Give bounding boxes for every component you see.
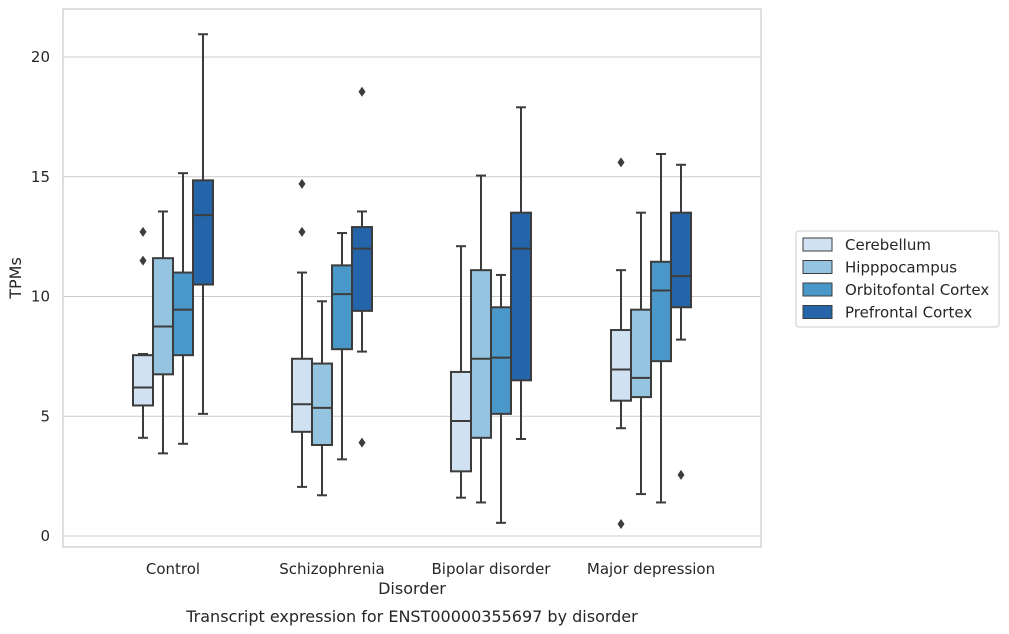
box-prefrontal-cortex	[670, 163, 692, 480]
legend: Cerebellum Hipppocampus Orbitofontal Corte…	[795, 230, 1000, 328]
y-tick-label: 5	[40, 407, 50, 425]
outlier-point	[358, 86, 366, 97]
x-tick-label: Major depression	[587, 560, 715, 578]
box-iqr	[172, 271, 194, 357]
box-prefrontal-cortex	[510, 106, 532, 441]
y-tick-label: 0	[40, 527, 50, 545]
x-tick-label: Bipolar disorder	[432, 560, 552, 578]
box-hipppocampus	[311, 300, 333, 497]
x-axis-label: Disorder	[378, 579, 446, 598]
box-iqr	[152, 257, 174, 376]
legend-label: Orbitofontal Cortex	[845, 281, 989, 299]
outlier-point	[617, 519, 625, 530]
legend-label: Cerebellum	[845, 236, 931, 254]
legend-label: Hipppocampus	[845, 259, 957, 277]
outlier-point	[617, 157, 625, 168]
y-tick-label: 15	[31, 168, 50, 186]
box-iqr	[470, 269, 492, 439]
box-cerebellum	[132, 226, 154, 439]
box-orbitofontal-cortex	[331, 232, 353, 461]
box-hipppocampus	[470, 174, 492, 504]
box-iqr	[192, 179, 214, 286]
legend-swatch	[802, 305, 833, 319]
box-iqr	[510, 211, 532, 382]
box-iqr	[490, 306, 512, 415]
box-prefrontal-cortex	[351, 86, 373, 448]
outlier-point	[677, 469, 685, 480]
plot-area-frame	[62, 8, 762, 548]
box-iqr	[331, 264, 353, 351]
x-tick-label: Schizophrenia	[279, 560, 384, 578]
outlier-point	[298, 226, 306, 237]
box-cerebellum	[450, 245, 472, 499]
box-iqr	[291, 357, 313, 433]
legend-swatch	[802, 282, 833, 297]
box-iqr	[670, 211, 692, 309]
box-iqr	[351, 226, 373, 312]
outlier-point	[358, 437, 366, 448]
box-cerebellum	[610, 157, 632, 530]
legend-label: Prefrontal Cortex	[845, 304, 972, 322]
legend-swatch	[802, 237, 833, 252]
box-orbitofontal-cortex	[172, 172, 194, 445]
x-tick-label: Control	[146, 560, 200, 578]
y-tick-label: 20	[31, 48, 50, 66]
box-hipppocampus	[152, 210, 174, 455]
outlier-point	[139, 255, 147, 266]
box-cerebellum	[291, 178, 313, 488]
box-iqr	[650, 260, 672, 363]
x-tick-labels: Control Schizophrenia Bipolar disorder Majo…	[146, 560, 715, 578]
y-tick-label: 10	[31, 288, 50, 306]
box-iqr	[311, 362, 333, 446]
legend-swatch	[802, 260, 833, 274]
y-tick-labels: 0 5 10 15 20	[31, 48, 50, 545]
box-iqr	[630, 308, 652, 399]
box-iqr	[132, 354, 154, 407]
box-orbitofontal-cortex	[490, 273, 512, 524]
chart-caption: Transcript expression for ENST0000035569…	[185, 607, 638, 626]
box-marks	[132, 33, 692, 530]
box-prefrontal-cortex	[192, 33, 214, 415]
legend-frame	[795, 230, 1000, 328]
box-orbitofontal-cortex	[650, 152, 672, 504]
y-axis-label: TPMs	[6, 257, 25, 300]
box-iqr	[610, 329, 632, 402]
box-hipppocampus	[630, 211, 652, 496]
outlier-point	[139, 226, 147, 237]
outlier-point	[298, 178, 306, 189]
